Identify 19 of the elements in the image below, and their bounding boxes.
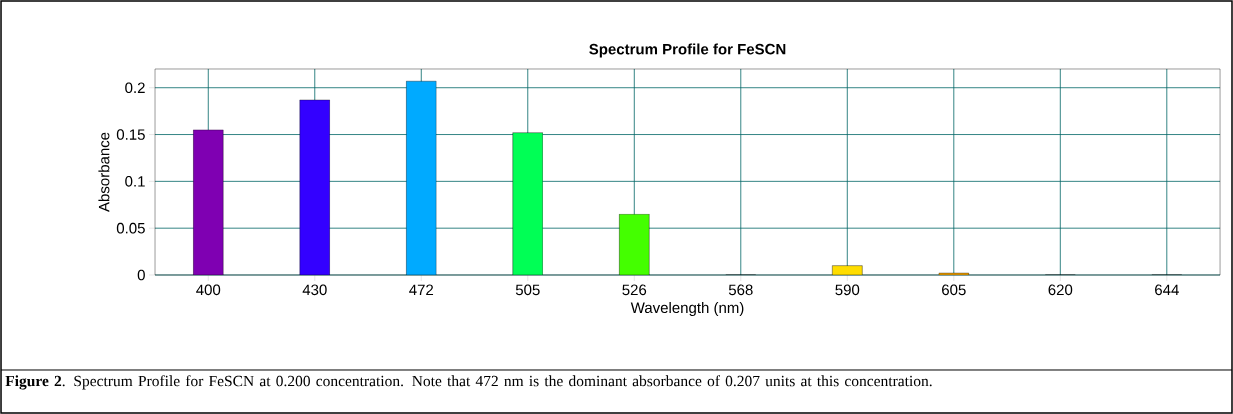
x-tick-label: 605 — [942, 284, 966, 296]
x-tick-label: 590 — [835, 284, 860, 296]
y-tick-label: 0.15 — [116, 129, 145, 140]
y-axis-title: Absorbance — [98, 132, 110, 212]
y-tick-label: 0 — [137, 269, 145, 281]
x-tick-label: 400 — [196, 284, 221, 296]
x-axis-title: Wavelength (nm) — [630, 302, 744, 316]
x-tick-label: 430 — [302, 284, 327, 296]
x-tick-label: 472 — [409, 284, 434, 295]
y-tick-label: 0.05 — [116, 222, 145, 234]
text: Figure 2. Spectrum Profile for FeSCN at 0.200 concentration. Note that 472 nm is the dominant absorbance of 0.207 units at this concentration. — [5, 375, 932, 390]
x-tick-label: 568 — [728, 284, 753, 296]
chart-title: Spectrum Profile for FeSCN — [589, 43, 786, 58]
x-tick-label: 526 — [622, 284, 647, 296]
x-tick-label: 505 — [515, 284, 540, 296]
x-tick-label: 644 — [1155, 284, 1179, 296]
y-tick-label: 0.2 — [125, 82, 145, 94]
x-tick-label: 620 — [1048, 284, 1073, 296]
y-tick-label: 0.1 — [125, 176, 145, 187]
